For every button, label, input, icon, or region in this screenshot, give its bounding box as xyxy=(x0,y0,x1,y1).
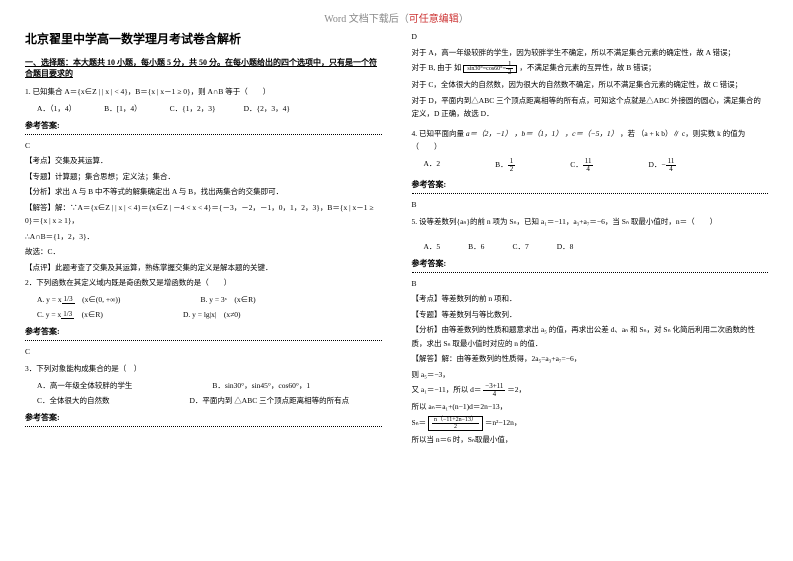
q2-ans: C xyxy=(25,345,382,359)
q4-ans-label: 参考答案: xyxy=(412,179,769,190)
q5-pt5: 则 a₅＝−3， xyxy=(412,368,769,382)
q3-opt-b: B．sin30°，sin45°，cos60°，1 xyxy=(212,380,310,391)
q1-options: A．（1，4） B．[1，4） C．{1，2，3} D．{2，3，4} xyxy=(37,103,382,114)
boxed-formula: sin30°=cos60°=12 xyxy=(463,65,517,73)
q1-ans-label: 参考答案: xyxy=(25,120,382,131)
wm-suffix: ） xyxy=(459,14,469,25)
q3-exp4: 对于 D，平面内到△ABC 三个顶点距离相等的所有点，可知这个点就是△ABC 外… xyxy=(412,94,769,121)
q1-opt-c: C．{1，2，3} xyxy=(170,103,216,114)
fraction: −3+114 xyxy=(483,383,505,398)
q4-opt-a: A．2 xyxy=(424,158,441,173)
q4-ans: B xyxy=(412,198,769,212)
q2-opt-d: D. y = lg|x| (x≠0) xyxy=(183,309,241,320)
q5-stem: 5. 设等差数列{aₙ}的前 n 项为 Sₙ，已知 a₁＝−11，a₃+a₇＝−… xyxy=(412,215,769,229)
vec-c: ，c＝（−5，1） xyxy=(565,129,618,138)
q3-exp1: 对于 A，高一年级较胖的学生，因为较胖学生不确定，所以不满足集合元素的确定性，故… xyxy=(412,46,769,60)
q3-opt-c: C．全体很大的自然数 xyxy=(37,395,110,406)
divider xyxy=(412,272,769,273)
q4-opt-b: B．12 xyxy=(495,158,515,173)
q3-row1: A．高一年级全体较胖的学生 B．sin30°，sin45°，cos60°，1 xyxy=(37,380,382,391)
q2-ans-label: 参考答案: xyxy=(25,326,382,337)
q1-pt6: 故选：C． xyxy=(25,245,382,259)
q4-opt-c: C．114 xyxy=(570,158,593,173)
q3-stem: 3．下列对象能构成集合的是（ ） xyxy=(25,362,382,376)
q1-opt-b: B．[1，4） xyxy=(104,103,142,114)
q5-options: A．5 B．6 C．7 D．8 xyxy=(424,241,769,252)
q5-opt-c: C．7 xyxy=(512,241,528,252)
q5-pt7: 所以 aₙ＝a₁+(n−1)d＝2n−13， xyxy=(412,400,769,414)
q3-opt-d: D．平面内到 △ABC 三个顶点距离相等的所有点 xyxy=(190,395,350,406)
right-column: D 对于 A，高一年级较胖的学生，因为较胖学生不确定，所以不满足集合元素的确定性… xyxy=(412,30,769,448)
left-column: 北京翟里中学高一数学理月考试卷含解析 一、选择题：本大题共 10 小题，每小题 … xyxy=(25,30,382,448)
wm-prefix: Word 文档下载后（ xyxy=(324,14,408,25)
divider xyxy=(25,426,382,427)
q1-opt-a: A．（1，4） xyxy=(37,103,76,114)
q2-opt-b: B. y = 3ˣ (x∈R) xyxy=(200,294,255,305)
q5-pt8: Sₙ＝ n（−11+2n−13）2 ＝n²−12n， xyxy=(412,416,769,431)
q2-row1: A. y = x1/3 (x∈(0, +∞)) B. y = 3ˣ (x∈R) xyxy=(37,294,382,305)
q2-row2: C. y = x1/3 (x∈R) D. y = lg|x| (x≠0) xyxy=(37,309,382,320)
q1-pt4: 【解答】解：∵A＝{x∈Z | | x | < 4}＝{x∈Z | －4 < x… xyxy=(25,201,382,228)
q5-pt6: 又 a₁＝−11，所以 d＝ −3+114 ＝2， xyxy=(412,383,769,398)
q1-pt5: ∴A∩B＝{1，2，3}． xyxy=(25,230,382,244)
q3-row2: C．全体很大的自然数 D．平面内到 △ABC 三个顶点距离相等的所有点 xyxy=(37,395,382,406)
q5-opt-a: A．5 xyxy=(424,241,441,252)
q4-options: A．2 B．12 C．114 D．−114 xyxy=(424,158,769,173)
q3-ans-label: 参考答案: xyxy=(25,412,382,423)
q1-pt1: 【考点】交集及其运算． xyxy=(25,154,382,168)
divider xyxy=(412,193,769,194)
fraction: 1/3 xyxy=(62,296,75,304)
q5-opt-b: B．6 xyxy=(468,241,484,252)
divider xyxy=(25,340,382,341)
q1-pt2: 【专题】计算题；集合思想；定义法；集合． xyxy=(25,170,382,184)
fraction: n（−11+2n−13）2 xyxy=(428,416,483,431)
q1-ans: C xyxy=(25,139,382,153)
wm-red: 可任意编辑 xyxy=(409,14,459,25)
q2-opt-c: C. y = x1/3 (x∈R) xyxy=(37,309,103,320)
q1-pt7: 【点评】此题考查了交集及其运算，熟练掌握交集的定义是解本题的关键． xyxy=(25,261,382,275)
q5-opt-d: D．8 xyxy=(557,241,574,252)
vec-a: a＝（2，−1） xyxy=(466,129,512,138)
q3-exp3: 对于 C，全体很大的自然数，因为很大的自然数不确定，所以不满足集合元素的确定性，… xyxy=(412,78,769,92)
q2-stem: 2．下列函数在其定义域内既是奇函数又是增函数的是（ ） xyxy=(25,276,382,290)
fraction: 1/3 xyxy=(61,311,74,319)
doc-title: 北京翟里中学高一数学理月考试卷含解析 xyxy=(25,30,382,47)
q2-opt-a: A. y = x1/3 (x∈(0, +∞)) xyxy=(37,294,120,305)
q1-opt-d: D．{2，3，4} xyxy=(244,103,290,114)
divider xyxy=(25,134,382,135)
q4-stem: 4. 已知平面向量 a＝（2，−1） ，b＝（1，1） ，c＝（−5，1） ，若… xyxy=(412,127,769,154)
q3-opt-a: A．高一年级全体较胖的学生 xyxy=(37,380,132,391)
q5-pt1: 【考点】等差数列的前 n 项和． xyxy=(412,292,769,306)
vec-b: ，b＝（1，1） xyxy=(514,129,563,138)
q1-pt3: 【分析】求出 A 与 B 中不等式的解集确定出 A 与 B，找出两集合的交集即可… xyxy=(25,185,382,199)
q1-stem: 1. 已知集合 A＝{x∈Z | | x | < 4}，B＝{x | x－1 ≥… xyxy=(25,85,382,99)
q5-ans: B xyxy=(412,277,769,291)
q5-pt4: 【解答】解：由等差数列的性质得，2a₅=a₃+a₇=−6， xyxy=(412,352,769,366)
q5-ans-label: 参考答案: xyxy=(412,258,769,269)
q5-pt3: 【分析】由等差数列的性质和题意求出 a₅ 的值，再求出公差 d、aₙ 和 Sₙ，… xyxy=(412,323,769,350)
q3-ans-right: D xyxy=(412,30,769,44)
watermark: Word 文档下载后（可任意编辑） xyxy=(0,10,793,25)
section-1-head: 一、选择题：本大题共 10 小题，每小题 5 分，共 50 分。在每小题给出的四… xyxy=(25,57,382,79)
q5-pt2: 【专题】等差数列与等比数列． xyxy=(412,308,769,322)
q4-opt-d: D．−114 xyxy=(648,158,676,173)
q3-exp2: 对于 B, 由于 如 sin30°=cos60°=12 ，不满足集合元素的互异性… xyxy=(412,61,769,76)
page-body: 北京翟里中学高一数学理月考试卷含解析 一、选择题：本大题共 10 小题，每小题 … xyxy=(0,0,793,458)
q5-pt9: 所以当 n＝6 时，Sₙ取最小值， xyxy=(412,433,769,447)
